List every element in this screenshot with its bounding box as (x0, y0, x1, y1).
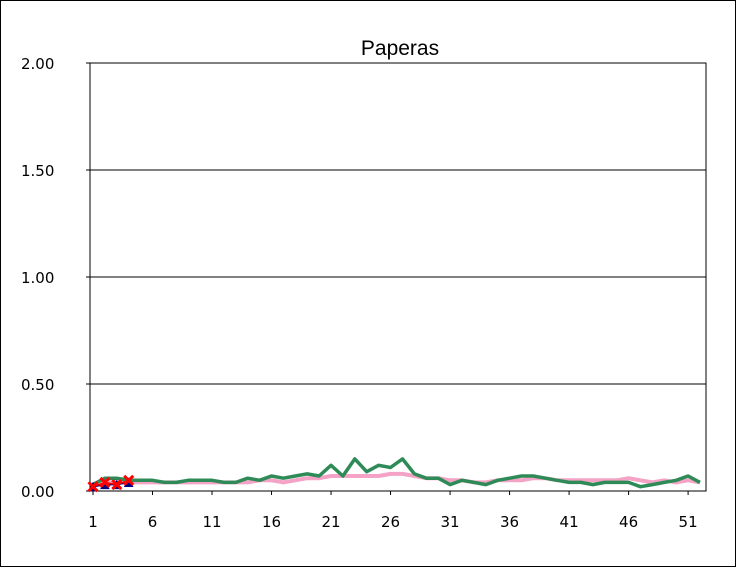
y-tick-label: 0.00 (21, 483, 54, 501)
y-tick-label: 1.00 (21, 269, 54, 287)
y-tick-label: 2.00 (21, 55, 54, 73)
gridlines (86, 63, 706, 495)
y-tick-label: 0.50 (21, 376, 54, 394)
y-axis-tick-labels: 0.00 0.50 1.00 1.50 2.00 (21, 55, 54, 501)
x-tick-label: 11 (202, 513, 221, 531)
x-tick-label: 36 (500, 513, 519, 531)
x-tick-label: 46 (619, 513, 638, 531)
y-tick-label: 1.50 (21, 162, 54, 180)
x-tick-label: 1 (88, 513, 98, 531)
x-tick-label: 21 (321, 513, 340, 531)
x-tick-label: 16 (262, 513, 281, 531)
x-tick-label: 31 (441, 513, 460, 531)
x-tick-label: 51 (679, 513, 698, 531)
series-layer (89, 459, 701, 491)
x-tick-label: 6 (148, 513, 158, 531)
x-tick-label: 26 (381, 513, 400, 531)
x-tick-label: 41 (560, 513, 579, 531)
chart-title: Paperas (361, 37, 439, 60)
